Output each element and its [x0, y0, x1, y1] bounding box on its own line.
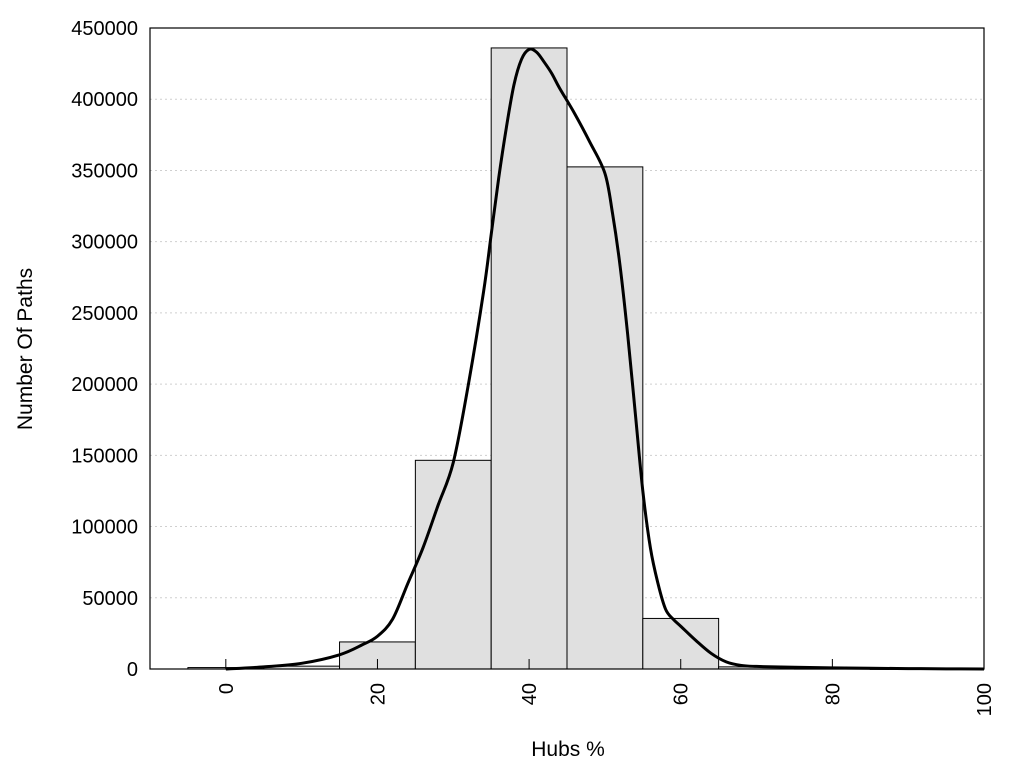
y-tick-label: 450000	[71, 18, 138, 40]
y-tick-label: 150000	[71, 445, 138, 467]
density-curve-layer	[225, 47, 985, 671]
histogram-bars	[187, 47, 947, 670]
plot-frame	[149, 27, 985, 670]
x-tick-label: 80	[822, 683, 844, 705]
x-tick-label: 0	[216, 683, 238, 694]
y-tick-label: 50000	[82, 588, 138, 610]
axis-ticks	[225, 659, 985, 669]
histogram-bar	[490, 47, 568, 670]
y-tick-label: 300000	[71, 232, 138, 254]
histogram-bar	[414, 459, 492, 670]
y-tick-labels: 0 50000 100000 150000 200000 250000 300000 3500…	[71, 18, 138, 681]
y-tick-label: 200000	[71, 374, 138, 396]
x-tick-label: 20	[367, 683, 389, 705]
x-tick-label: 60	[671, 683, 693, 705]
histogram-bar	[566, 166, 644, 670]
y-tick-label: 100000	[71, 517, 138, 539]
density-curve	[225, 47, 985, 671]
y-tick-label: 350000	[71, 160, 138, 182]
y-axis-title: Number Of Paths	[14, 268, 37, 430]
x-tick-label: 100	[974, 683, 996, 716]
x-tick-labels: 0 20 40 60 80 100	[216, 683, 996, 716]
x-tick-label: 40	[519, 683, 541, 705]
x-axis-title: Hubs %	[531, 738, 605, 761]
y-tick-label: 400000	[71, 89, 138, 111]
y-tick-label: 0	[127, 659, 138, 681]
y-tick-label: 250000	[71, 303, 138, 325]
